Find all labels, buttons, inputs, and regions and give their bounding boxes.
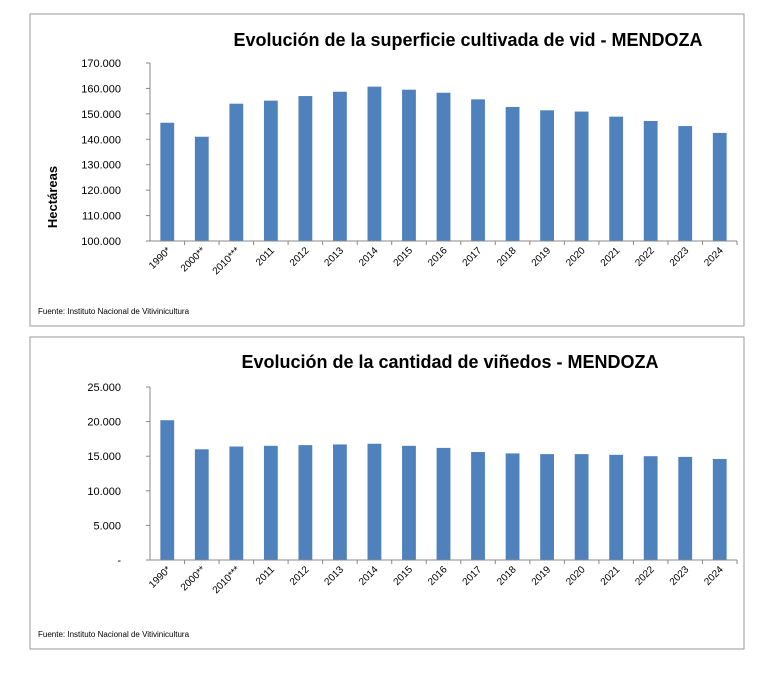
chart-1-bar-2018 — [505, 106, 520, 242]
chart-2-bar-2000 — [194, 449, 209, 560]
chart-2-bars — [160, 420, 727, 560]
chart-1-bar-2013 — [333, 91, 347, 241]
chart-1-y-tick-label: 100.000 — [81, 236, 121, 248]
chart-2-bar-2022 — [643, 456, 658, 560]
chart-1-bar-2000 — [194, 136, 209, 241]
chart-2-title: Evolución de la cantidad de viñedos - ME… — [241, 352, 658, 372]
chart-2-bar-2018 — [505, 453, 520, 560]
chart-2-bar-2017 — [471, 452, 485, 560]
chart-2-source: Fuente: Instituto Nacional de Vitivinicu… — [38, 630, 190, 639]
chart-2-y-tick-label: 5.000 — [93, 520, 121, 532]
chart-1-y-ticks: 100.000 110.000 120.000 130.000 140.000 150.0… — [81, 58, 150, 248]
chart-1-bar-2012 — [298, 96, 313, 241]
chart-1-bar-2022 — [643, 120, 658, 241]
chart-2-bar-2013 — [333, 444, 347, 560]
chart-1-title: Evolución de la superficie cultivada de … — [233, 30, 702, 50]
chart-1-y-tick-label: 110.000 — [82, 211, 121, 223]
chart-2-y-tick-label: 10.000 — [87, 486, 121, 498]
chart-1-bar-2011 — [263, 100, 278, 242]
chart-2-bar-2024 — [712, 458, 727, 560]
chart-2-bar-2011 — [263, 445, 278, 560]
chart-2-y-tick-label: - — [117, 555, 121, 567]
chart-2-y-tick-label: 20.000 — [87, 417, 121, 429]
chart-2-bar-1990 — [160, 420, 175, 560]
chart-1-y-tick-label: 170.000 — [81, 58, 121, 70]
chart-2-bar-2019 — [540, 454, 554, 560]
chart-1-bar-2016 — [436, 92, 451, 241]
chart-1-bar-2019 — [540, 110, 554, 241]
chart-1-y-axis-label: Hectáreas — [45, 166, 60, 228]
chart-1-bars — [160, 86, 727, 242]
chart-1-bar-2017 — [471, 99, 485, 241]
chart-1-y-tick-label: 140.000 — [81, 134, 121, 146]
chart-1-bar-2023 — [678, 126, 693, 241]
chart-2-bar-2015 — [402, 445, 416, 560]
chart-1-bar-1990 — [160, 122, 175, 241]
chart-2-bar-2020 — [574, 454, 589, 560]
chart-1-bar-2024 — [712, 132, 727, 241]
chart-2-y-tick-label: 15.000 — [87, 451, 121, 463]
chart-2-bar-2016 — [436, 447, 451, 560]
chart-1-bar-2020 — [574, 111, 589, 241]
chart-2-y-ticks: - 5.000 10.000 15.000 20.000 25.000 — [87, 382, 150, 567]
chart-2-bar-2023 — [678, 456, 693, 560]
chart-2-bar-2021 — [609, 454, 624, 560]
chart-1-source: Fuente: Instituto Nacional de Vitivinicu… — [38, 307, 190, 316]
chart-2-bar-2010 — [229, 446, 244, 560]
chart-1-y-tick-label: 120.000 — [81, 185, 121, 197]
chart-1-y-tick-label: 160.000 — [81, 83, 121, 95]
chart-2-bar-2012 — [298, 445, 313, 560]
chart-1-y-tick-label: 130.000 — [81, 160, 121, 172]
chart-1-frame — [29, 13, 745, 327]
chart-2-frame — [29, 336, 745, 650]
chart-1-bar-2015 — [402, 89, 416, 241]
chart-1-bar-2010 — [229, 103, 244, 241]
chart-1-bar-2014 — [367, 86, 382, 241]
chart-2-bar-2014 — [367, 443, 382, 560]
chart-1-y-tick-label: 150.000 — [81, 109, 121, 121]
chart-1-bar-2021 — [609, 116, 624, 241]
chart-2-y-tick-label: 25.000 — [87, 382, 121, 394]
